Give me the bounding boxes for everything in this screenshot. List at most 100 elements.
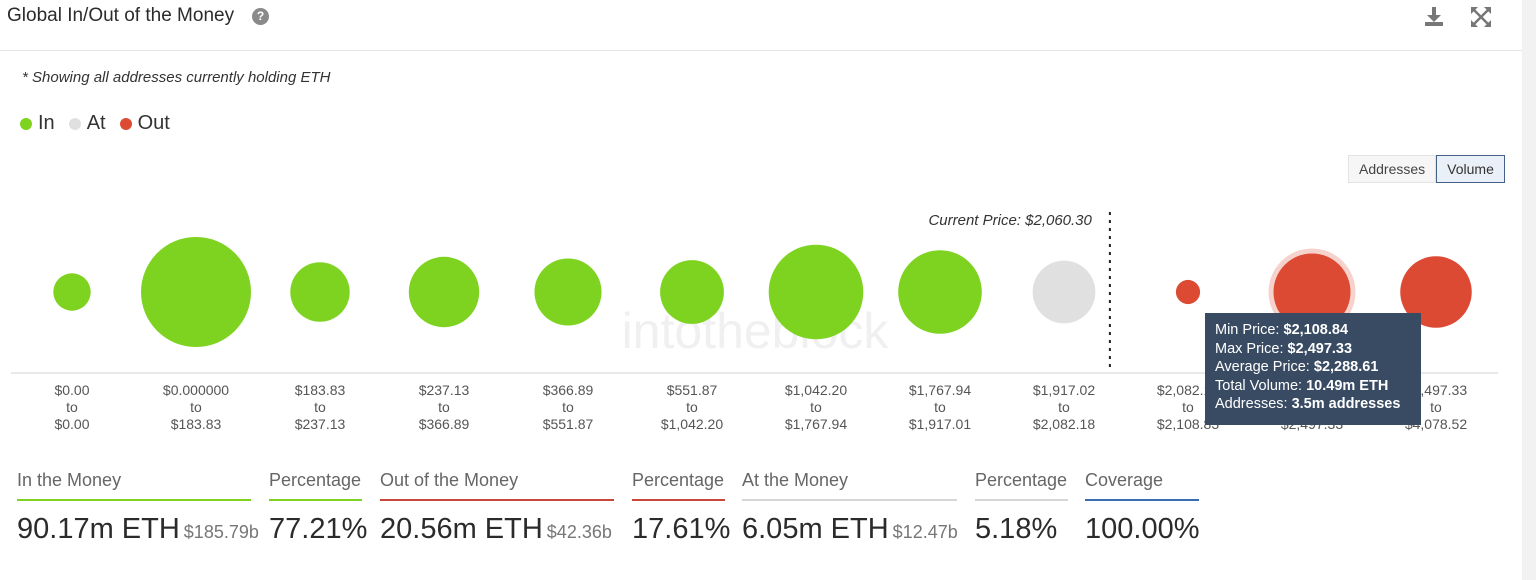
price-range-label: $366.89 [543,382,594,398]
stat-label: Percentage [975,470,1068,490]
legend-label-out: Out [137,112,170,134]
bubble-7[interactable] [768,244,864,340]
stat-underline [742,499,957,501]
price-range-label: $1,042.20 [785,382,847,398]
bubble-3[interactable] [290,262,350,322]
stat-value: 6.05m ETH [742,513,889,545]
tooltip-avg-label: Average Price: [1215,359,1310,375]
price-range-label: to [66,399,78,415]
price-range-label: $2,082.18 [1157,382,1219,398]
stat-value: 17.61% [632,513,731,545]
stat-usd-value: $42.36b [546,522,612,542]
bubble-9[interactable] [1032,260,1096,324]
stat-usd-value: $12.47b [892,522,958,542]
bubble-10[interactable] [1175,279,1201,305]
price-range-label: to [562,399,574,415]
price-range-label: $0.00 [54,416,89,432]
holding-note: * Showing all addresses currently holdin… [22,69,331,86]
price-range-label: to [934,399,946,415]
stat-label: Percentage [269,470,362,490]
bubble-8[interactable] [898,250,982,334]
stat-out-percentage: Percentage 17.61% [632,470,731,546]
price-range-label: $1,917.02 [1033,382,1095,398]
price-range-label: to [1182,399,1194,415]
price-range-label: to [1430,399,1442,415]
legend-label-at: At [86,112,106,134]
legend-item-in[interactable]: In [20,112,55,135]
download-icon[interactable] [1421,4,1447,30]
stat-underline [1085,499,1199,501]
price-range-label: $551.87 [543,416,594,432]
price-range-label: $0.000000 [163,382,229,398]
stat-underline [17,499,251,501]
stat-in-the-money: In the Money 90.17m ETH $185.79b [17,470,259,546]
stat-value: 100.00% [1085,513,1200,545]
tooltip-min-label: Min Price: [1215,322,1280,338]
stat-label: At the Money [742,470,849,490]
legend-item-out[interactable]: Out [119,112,170,135]
tooltip-max-label: Max Price: [1215,340,1284,357]
price-range-label: $1,767.94 [785,416,847,432]
tooltip-min-value: $2,108.84 [1283,322,1349,338]
scrollbar-track[interactable] [1522,0,1536,580]
stat-label: Coverage [1085,470,1164,490]
stat-label: In the Money [17,470,122,490]
tooltip-addresses-value: 3.5m addresses [1291,396,1401,412]
stat-underline [975,499,1068,501]
tooltip-volume-label: Total Volume: [1215,377,1303,394]
price-range-label: to [810,399,822,415]
bubble-6[interactable] [660,260,724,324]
legend-label-in: In [38,112,55,134]
tooltip-avg-value: $2,288.61 [1313,359,1379,375]
legend-dot-out [119,117,132,130]
page-title: Global In/Out of the Money [7,5,235,26]
tooltip-volume-value: 10.49m ETH [1306,377,1389,394]
bubble-12[interactable] [1400,256,1472,328]
stat-coverage: Coverage 100.00% [1085,470,1200,546]
price-range-label: $1,917.01 [909,416,971,432]
stat-at-percentage: Percentage 5.18% [975,470,1068,546]
price-range-label: $237.13 [419,382,470,398]
stat-value: 90.17m ETH [17,513,180,545]
legend-dot-in [20,117,32,130]
chart-tooltip: Min Price: $2,108.84 Max Price: $2,497.3… [1205,313,1421,425]
stat-out-of-the-money: Out of the Money 20.56m ETH $42.36b [380,470,614,546]
price-range-label: $551.87 [667,382,718,398]
legend-dot-at [68,117,81,130]
bubble-5[interactable] [534,258,602,326]
metric-toggle: Addresses Volume [1348,155,1505,183]
help-icon[interactable]: ? [252,8,269,25]
summary-stats: In the Money 90.17m ETH $185.79b Percenta… [0,470,1522,580]
price-range-label: $1,042.20 [661,416,723,432]
price-range-label: to [1058,399,1070,415]
bubble-chart: intotheblock$0.00to$0.00$0.000000to$183.… [11,212,1498,432]
bubble-1[interactable] [53,273,91,311]
stat-in-percentage: Percentage 77.21% [269,470,368,546]
legend-item-at[interactable]: At [68,112,106,135]
price-range-label: $183.83 [295,382,346,398]
stat-underline [632,499,725,501]
header: Global In/Out of the Money ? [0,0,1522,51]
price-range-label: $2,082.18 [1033,416,1095,432]
bubble-2[interactable] [141,237,251,347]
price-range-label: to [190,399,202,415]
stat-value: 77.21% [269,513,368,545]
tooltip-addresses-label: Addresses: [1215,396,1288,412]
fullscreen-icon[interactable] [1468,4,1494,30]
stat-label: Percentage [632,470,725,490]
tooltip-max-value: $2,497.33 [1287,340,1353,357]
price-range-label: $0.00 [54,382,89,398]
stat-underline [269,499,362,501]
stat-at-the-money: At the Money 6.05m ETH $12.47b [742,470,958,546]
price-range-label: to [314,399,326,415]
volume-button[interactable]: Volume [1436,155,1505,183]
price-range-label: $366.89 [419,416,470,432]
stat-label: Out of the Money [380,470,519,490]
price-range-label: $237.13 [295,416,346,432]
bubble-4[interactable] [408,256,480,328]
bubble-11[interactable] [1273,253,1351,331]
addresses-button[interactable]: Addresses [1348,155,1437,183]
legend: In At Out [20,112,170,135]
price-range-label: to [686,399,698,415]
current-price-label: Current Price: $2,060.30 [928,212,1092,229]
